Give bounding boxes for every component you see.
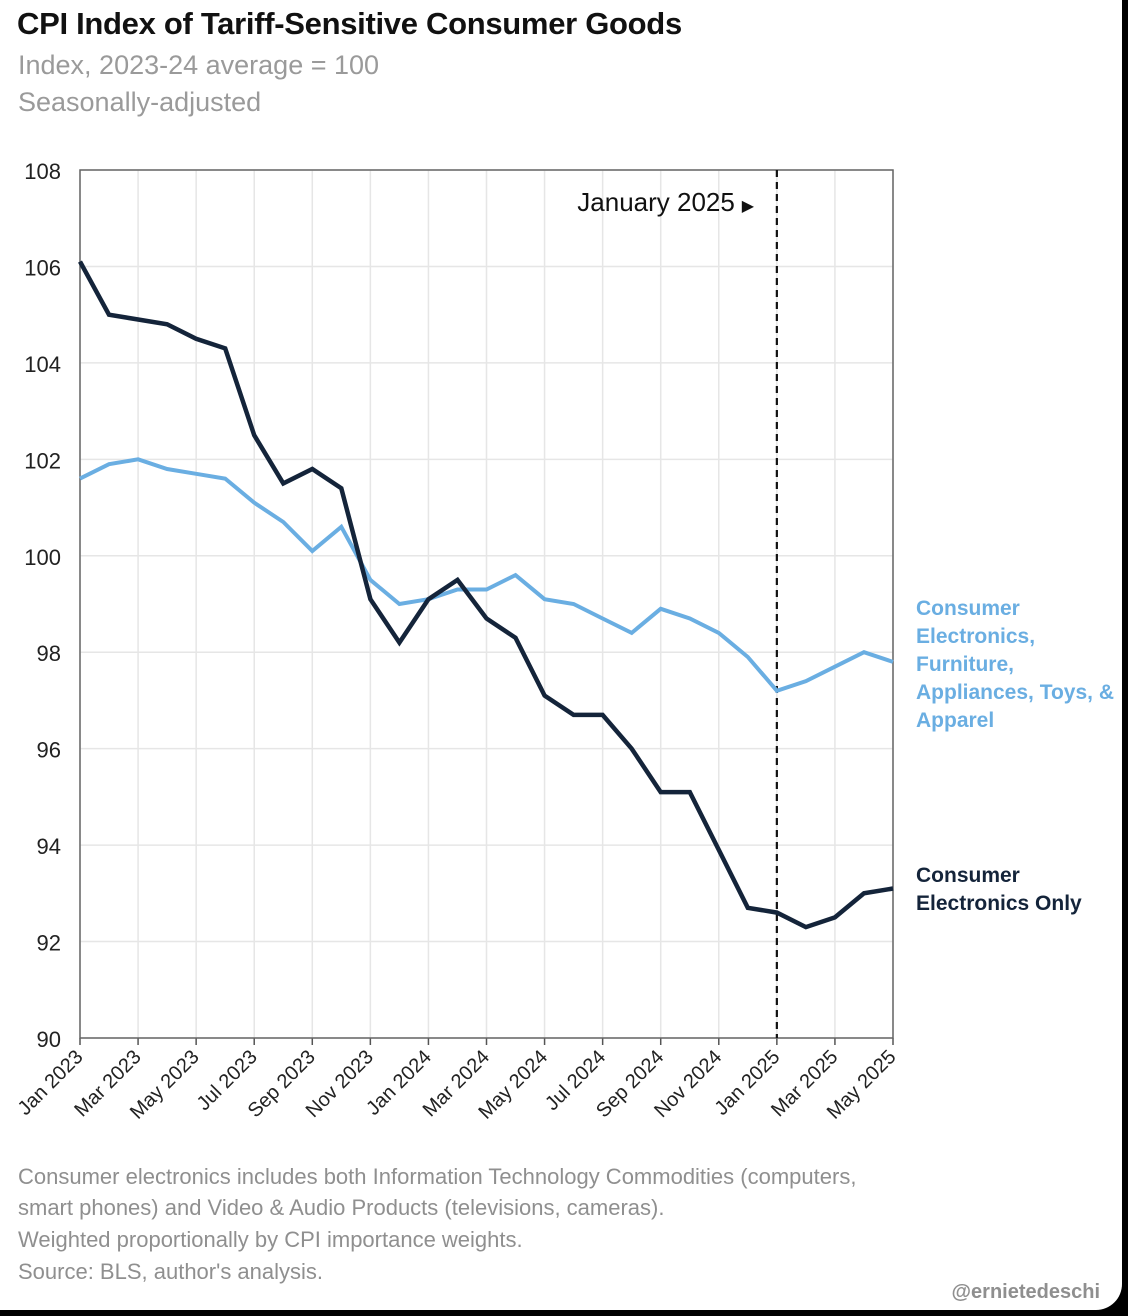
y-tick-label: 102 <box>24 448 61 473</box>
series-line-all-goods <box>79 457 894 694</box>
y-tick-label: 90 <box>37 1027 61 1052</box>
y-tick-label: 108 <box>24 159 61 184</box>
series-label-line: Consumer <box>916 597 1020 620</box>
y-tick-label: 92 <box>37 931 61 956</box>
y-tick-label: 94 <box>37 834 61 859</box>
y-tick-label: 104 <box>24 352 61 377</box>
footnote-line-3: Weighted proportionally by CPI importanc… <box>18 1227 523 1252</box>
series-label-line: Appliances, Toys, & <box>916 681 1114 704</box>
series-line-electronics <box>78 260 894 930</box>
chart-title: CPI Index of Tariff-Sensitive Consumer G… <box>17 6 682 41</box>
author-handle: @ernietedeschi <box>951 1281 1100 1303</box>
series-label-line: Apparel <box>916 709 995 732</box>
footnote-line-2: smart phones) and Video & Audio Products… <box>18 1195 665 1220</box>
footnote-source: Source: BLS, author's analysis. <box>18 1259 324 1284</box>
series-label-all-goods: Consumer Electronics, Furniture, Appliances… <box>916 595 1114 735</box>
series-label-line: Electronics Only <box>916 892 1082 915</box>
y-tick-label: 100 <box>24 545 61 570</box>
y-tick-label: 96 <box>37 738 61 763</box>
y-tick-label: 106 <box>24 255 61 280</box>
chart-subtitle-2: Seasonally-adjusted <box>18 87 262 117</box>
series-label-line: Furniture, <box>916 653 1014 676</box>
annotation-arrow-icon: ▶ <box>742 196 755 215</box>
annotation-label: January 2025 <box>577 187 735 217</box>
footnote-line-1: Consumer electronics includes both Infor… <box>18 1164 857 1189</box>
chart-subtitle: Index, 2023-24 average = 100 <box>18 50 380 80</box>
series-label-electronics: Consumer Electronics Only <box>916 862 1082 918</box>
plot-frame <box>79 169 894 1039</box>
series-label-line: Consumer <box>916 864 1020 887</box>
y-tick-label: 98 <box>37 641 61 666</box>
series-label-line: Electronics, <box>916 625 1036 648</box>
